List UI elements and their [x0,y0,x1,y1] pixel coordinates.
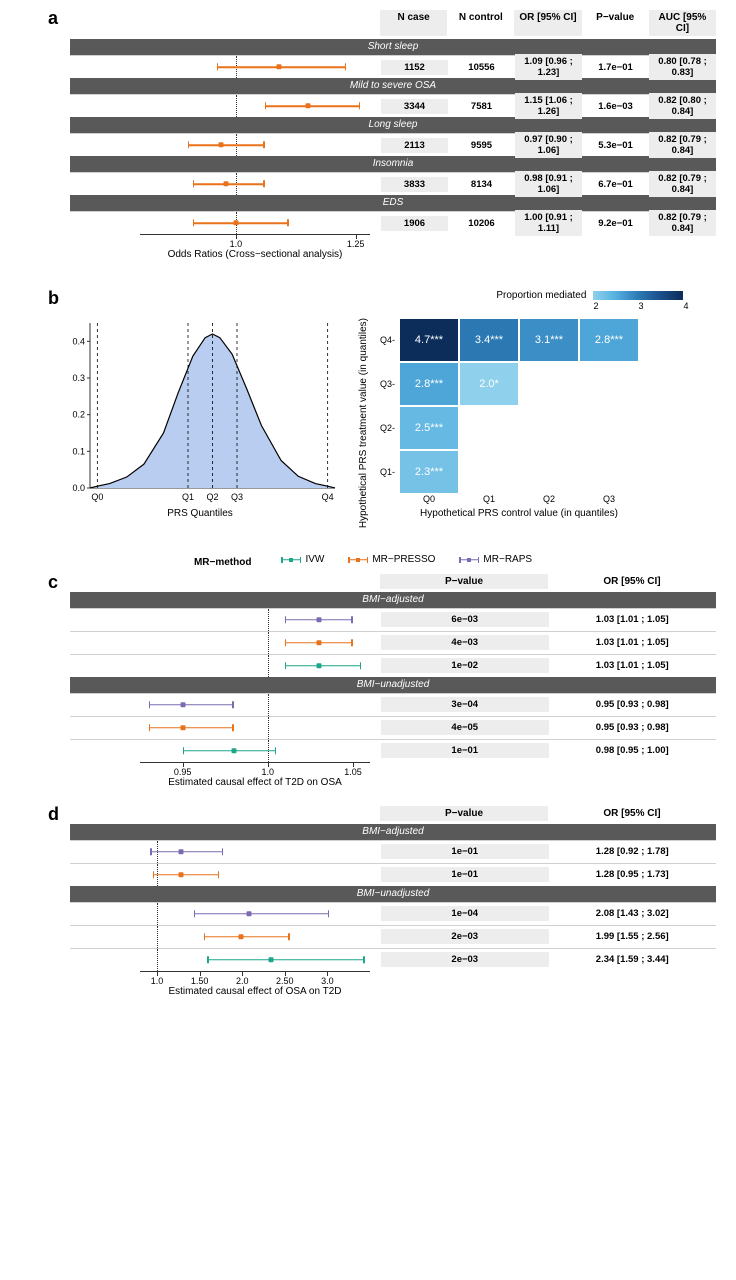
forest-row: 383381340.98 [0.91 ; 1.06]6.7e−010.82 [0… [70,172,716,195]
group-band: Long sleep [70,117,716,133]
panel-a-label: a [48,8,58,29]
forest-row: 2e−032.34 [1.59 ; 3.44] [70,948,716,971]
svg-text:Q3: Q3 [231,492,243,502]
forest-row: 1e−021.03 [1.01 ; 1.05] [70,654,716,677]
svg-text:0.1: 0.1 [72,446,85,456]
colorbar-title: Proportion mediated [496,290,586,301]
panel-c: c P−valueOR [95% CI]BMI−adjusted6e−031.0… [10,574,726,788]
density-svg: 0.0 0.1 0.2 0.3 0.4 Q0 Q1 Q2 Q3 Q4 [60,318,340,508]
panel-b-label: b [48,288,59,309]
forest-row: 2e−031.99 [1.55 ; 2.56] [70,925,716,948]
forest-row: 6e−031.03 [1.01 ; 1.05] [70,608,716,631]
forest-row: 211395950.97 [0.90 ; 1.06]5.3e−010.82 [0… [70,133,716,156]
group-band: Mild to severe OSA [70,78,716,94]
forest-row: 4e−031.03 [1.01 ; 1.05] [70,631,716,654]
heatmap-ylabel: Hypothetical PRS treatment value (in qua… [358,318,369,528]
colorbar-ticks: 234 [596,301,686,311]
density-plot: 0.0 0.1 0.2 0.3 0.4 Q0 Q1 Q2 Q3 Q4 PRS Quantiles [60,318,340,519]
heatmap-xlabel: Hypothetical PRS control value (in quant… [399,508,639,519]
heatmap-yticklabels: Q1-Q2-Q3-Q4- [373,318,395,494]
group-band: BMI−adjusted [70,592,716,608]
svg-text:0.3: 0.3 [72,373,85,383]
forest-row: 1e−011.28 [0.92 ; 1.78] [70,840,716,863]
heatmap-xticklabels: Q0Q1Q2Q3 [399,494,639,504]
panel-a: a N caseN controlOR [95% CI]P−valueAUC [… [10,10,726,260]
svg-text:Q1: Q1 [182,492,194,502]
forest-plot-d: P−valueOR [95% CI]BMI−adjusted1e−011.28 … [70,806,716,997]
group-band: BMI−adjusted [70,824,716,840]
group-band: Short sleep [70,39,716,55]
svg-text:0.4: 0.4 [72,336,85,346]
heatmap-grid: 4.7***3.4***3.1***2.8***2.8***2.0*2.5***… [399,318,639,494]
forest-row: 1906102061.00 [0.91 ; 1.11]9.2e−010.82 [… [70,211,716,234]
svg-text:0.2: 0.2 [72,410,85,420]
svg-text:0.0: 0.0 [72,483,85,493]
forest-plot-a: N caseN controlOR [95% CI]P−valueAUC [95… [70,10,716,260]
forest-row: 1e−010.98 [0.95 ; 1.00] [70,739,716,762]
svg-text:Q2: Q2 [206,492,218,502]
forest-row: 1152105561.09 [0.96 ; 1.23]1.7e−010.80 [… [70,55,716,78]
group-band: BMI−unadjusted [70,886,716,902]
forest-row: 334475811.15 [1.06 ; 1.26]1.6e−030.82 [0… [70,94,716,117]
mr-legend: MR−methodIVWMR−PRESSOMR−RAPS [10,546,726,568]
svg-text:Q0: Q0 [91,492,103,502]
forest-row: 1e−042.08 [1.43 ; 3.02] [70,902,716,925]
group-band: BMI−unadjusted [70,677,716,693]
heatmap: Hypothetical PRS treatment value (in qua… [358,318,639,528]
forest-row: 4e−050.95 [0.93 ; 0.98] [70,716,716,739]
density-xlabel: PRS Quantiles [60,508,340,519]
forest-plot-c: P−valueOR [95% CI]BMI−adjusted6e−031.03 … [70,574,716,788]
forest-row: 3e−040.95 [0.93 ; 0.98] [70,693,716,716]
panel-d-label: d [48,804,59,825]
svg-text:Q4: Q4 [322,492,334,502]
panel-c-label: c [48,572,58,593]
panel-b: b Proportion mediated 234 0.00.10.20.30.… [10,290,726,528]
colorbar [593,291,683,300]
panel-d: d P−valueOR [95% CI]BMI−adjusted1e−011.2… [10,806,726,997]
forest-row: 1e−011.28 [0.95 ; 1.73] [70,863,716,886]
group-band: EDS [70,195,716,211]
group-band: Insomnia [70,156,716,172]
